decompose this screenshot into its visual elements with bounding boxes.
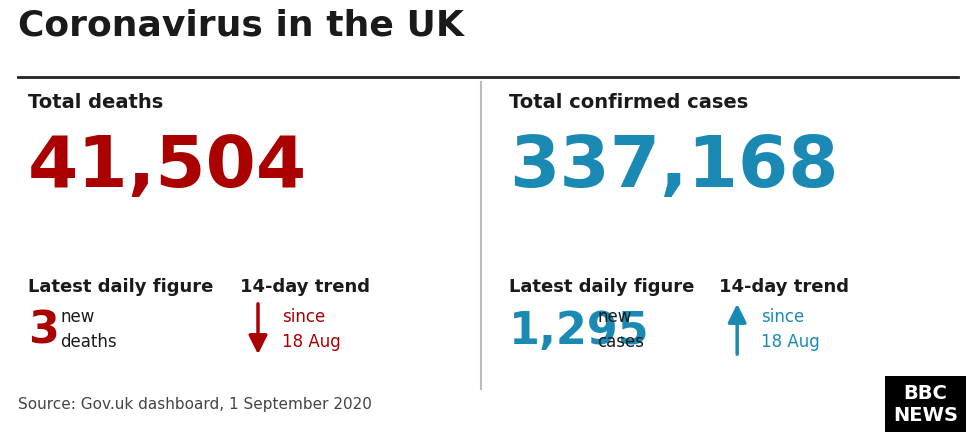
Text: 1,295: 1,295 [509,309,650,352]
Text: 3: 3 [28,309,59,352]
Text: Total confirmed cases: Total confirmed cases [509,93,749,112]
Text: BBC
NEWS: BBC NEWS [893,384,958,424]
Text: since
18 Aug: since 18 Aug [761,307,820,350]
Text: Latest daily figure: Latest daily figure [509,277,695,295]
Text: Coronavirus in the UK: Coronavirus in the UK [18,8,464,42]
Text: Total deaths: Total deaths [28,93,163,112]
Text: 337,168: 337,168 [509,133,838,201]
Text: 41,504: 41,504 [28,133,307,201]
Text: new
cases: new cases [597,307,644,350]
Text: new
deaths: new deaths [60,307,116,350]
Text: Latest daily figure: Latest daily figure [28,277,214,295]
Text: Source: Gov.uk dashboard, 1 September 2020: Source: Gov.uk dashboard, 1 September 20… [18,397,372,411]
Text: 14-day trend: 14-day trend [240,277,370,295]
Text: since
18 Aug: since 18 Aug [282,307,341,350]
Text: 14-day trend: 14-day trend [719,277,849,295]
